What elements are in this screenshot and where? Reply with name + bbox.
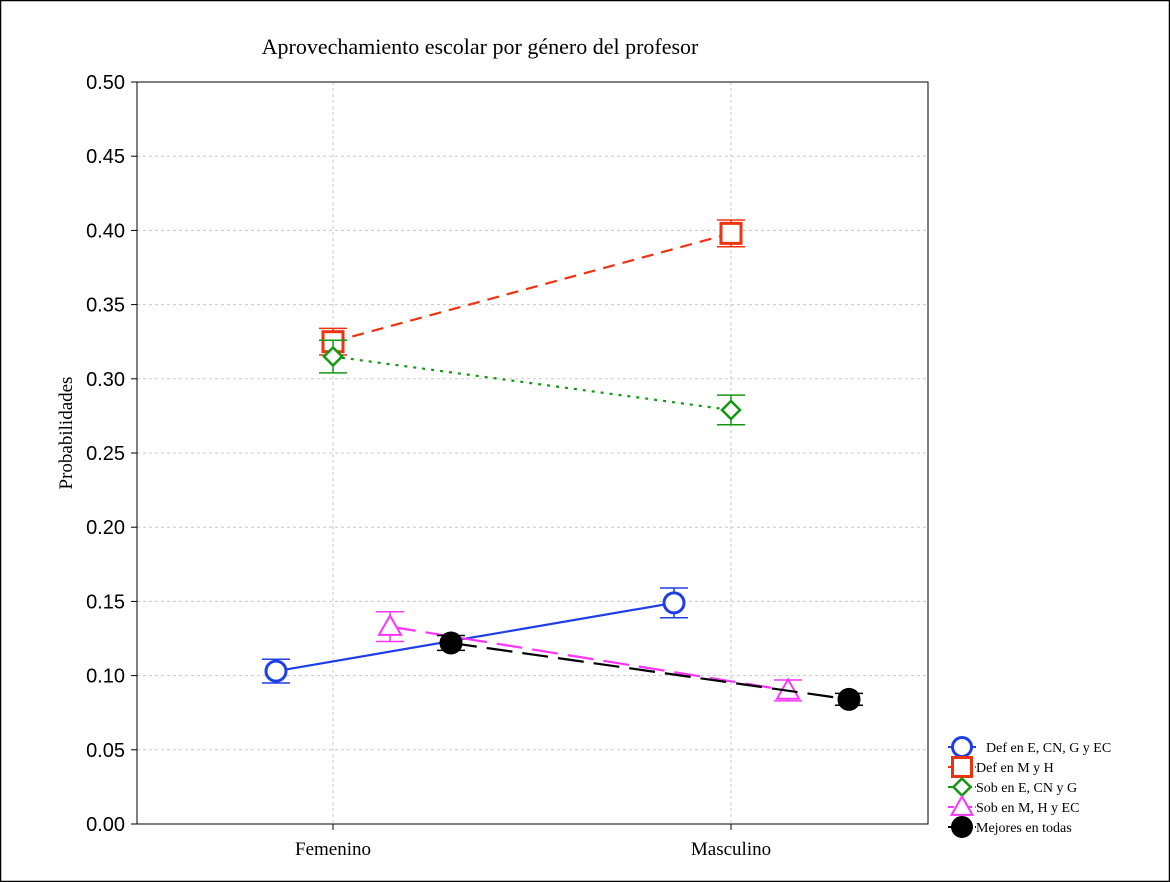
legend-swatch-marker (949, 794, 975, 816)
data-point-marker (322, 345, 344, 368)
legend-swatch-marker (951, 816, 973, 838)
y-tick-label: 0.50 (86, 72, 125, 94)
series-line (450, 641, 850, 701)
y-tick-label: 0.30 (86, 369, 125, 391)
x-tick-label: Masculino (691, 839, 771, 860)
y-tick-label: 0.10 (86, 666, 125, 688)
x-tick-label: Femenino (295, 839, 371, 860)
data-point-marker (377, 613, 403, 636)
series-line (275, 601, 675, 673)
data-point-marker (439, 631, 463, 655)
legend-swatch-marker (951, 736, 973, 758)
y-tick-label: 0.40 (86, 220, 125, 242)
axis-layer: 0.00 0.05 0.10 0.15 0.20 0.25 0.30 0.35 0.40 0.45… (86, 72, 929, 860)
y-tick-label: 0.45 (86, 146, 125, 168)
y-tick-label: 0.20 (86, 517, 125, 539)
y-tick-label: 0.00 (86, 814, 125, 836)
plot-area-border (136, 81, 929, 825)
data-point-marker (264, 659, 288, 683)
y-tick-label: 0.15 (86, 591, 125, 613)
y-tick-label: 0.05 (86, 740, 125, 762)
y-tick-label: 0.35 (86, 295, 125, 317)
y-tick-label: 0.25 (86, 443, 125, 465)
data-point-marker (837, 687, 861, 711)
grid-layer (137, 82, 928, 824)
legend-label: Def en M y H (976, 761, 1054, 776)
y-axis-label: Probabilidades (56, 377, 77, 490)
data-point-marker (662, 591, 686, 615)
series-line (389, 625, 789, 692)
data-point-marker (720, 399, 742, 421)
legend-label: Def en E, CN, G y EC (986, 741, 1111, 756)
legend-swatch-marker (951, 756, 973, 778)
data-point-marker (719, 221, 743, 245)
series-layer (262, 219, 863, 711)
chart-title: Aprovechamiento escolar por género del p… (262, 34, 699, 59)
legend-label: Sob en M, H y EC (976, 801, 1079, 816)
series-line (332, 355, 732, 412)
legend-label: Sob en E, CN y G (976, 781, 1077, 796)
legend-label: Mejores en todas (976, 821, 1072, 836)
series-line (332, 232, 732, 343)
legend: Def en E, CN, G y EC Def en M y H Sob en E… (948, 736, 1111, 838)
